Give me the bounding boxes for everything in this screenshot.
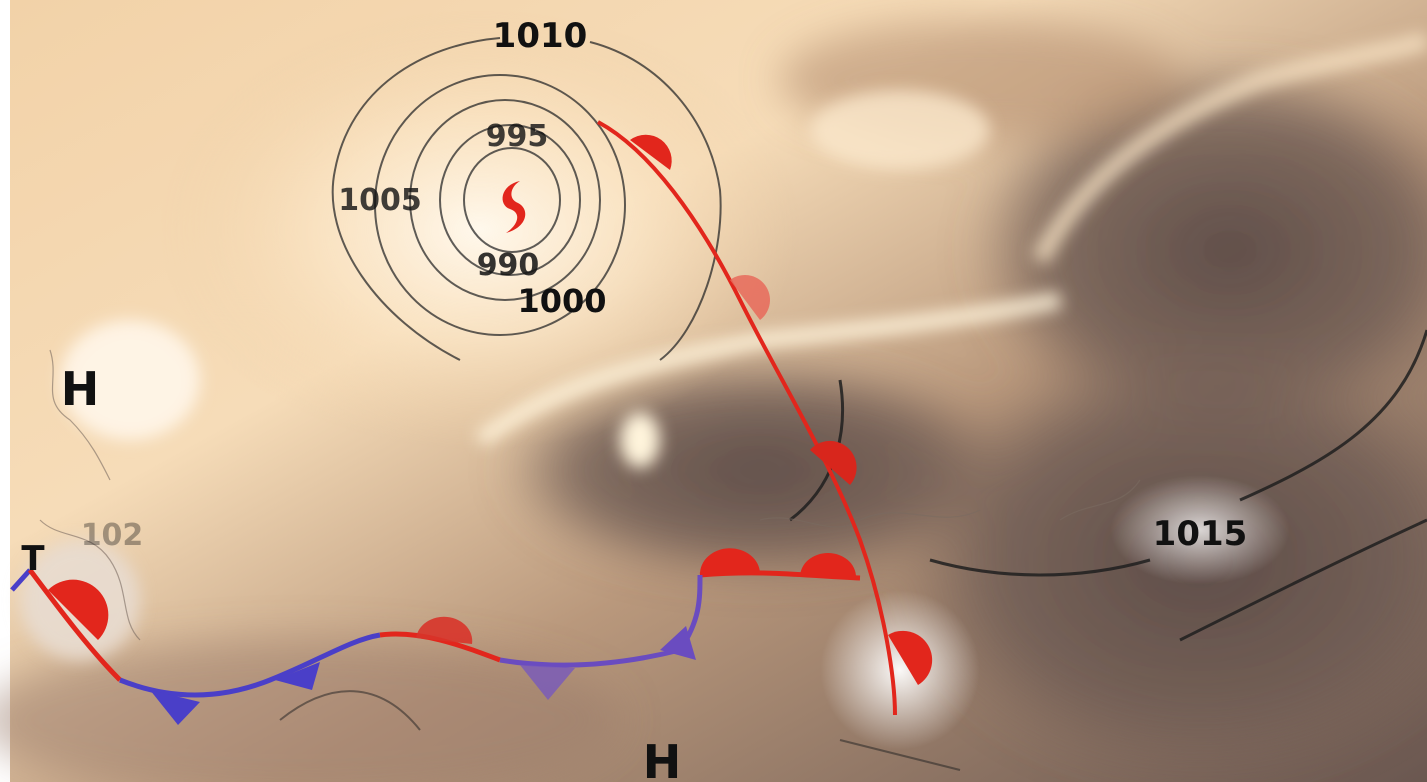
isobars-cyclone — [331, 37, 722, 361]
front-bottom — [10, 568, 703, 725]
bright-spot — [820, 590, 980, 750]
bright-spot-right — [1110, 475, 1290, 585]
warm-front-horizontal — [699, 548, 861, 581]
high-pressure-left: H — [61, 362, 100, 416]
isobar-label-1000: 1000 — [517, 282, 606, 320]
low-pressure-left: T — [21, 539, 45, 579]
cyclone-symbol-icon — [502, 181, 526, 233]
warm-front-main — [597, 120, 933, 716]
isobar-label-995: 995 — [486, 119, 549, 154]
isobar-label-990: 990 — [477, 248, 540, 283]
isobar-label-1010: 1010 — [493, 16, 588, 56]
high-pressure-bottom: H — [643, 735, 682, 782]
sun-glow — [160, 10, 800, 450]
isobar-label-1005: 1005 — [338, 183, 422, 218]
isobar-label-102: 102 — [81, 518, 144, 553]
isobar-label-1015: 1015 — [1153, 514, 1248, 554]
pressure-centers: H H T — [21, 362, 681, 782]
isobar-labels: 1010 1005 995 990 1000 1015 102 — [81, 16, 1248, 554]
isobars-other — [279, 329, 1427, 771]
left-border — [0, 0, 10, 782]
coastlines — [39, 349, 1141, 641]
